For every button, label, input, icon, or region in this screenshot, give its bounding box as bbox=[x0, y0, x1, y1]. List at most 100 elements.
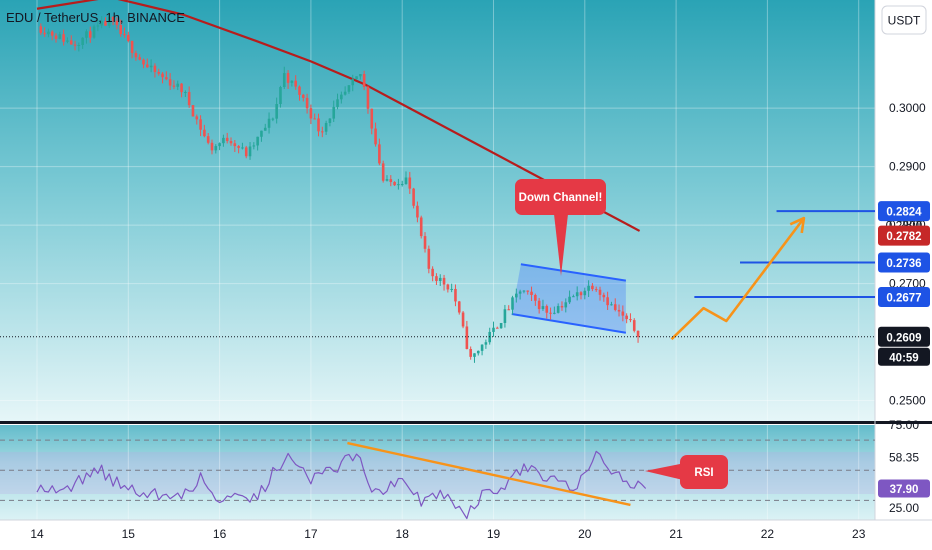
candle-body bbox=[347, 85, 351, 92]
candle-body bbox=[290, 80, 294, 83]
candle-body bbox=[351, 79, 355, 86]
candle-body bbox=[138, 57, 142, 60]
candle-body bbox=[222, 137, 225, 144]
callout-box bbox=[515, 179, 606, 215]
candle-body bbox=[92, 26, 96, 38]
candle-body bbox=[469, 348, 472, 357]
candle-body bbox=[484, 342, 488, 345]
candle-body bbox=[206, 136, 210, 143]
candle-body bbox=[423, 236, 427, 249]
candle-body bbox=[305, 97, 309, 109]
candle-body bbox=[111, 16, 115, 21]
candle-body bbox=[85, 31, 88, 38]
candle-body bbox=[598, 289, 602, 295]
price-tag-label: 0.2782 bbox=[886, 231, 921, 243]
projection-arrow[interactable] bbox=[670, 216, 806, 341]
candle-body bbox=[324, 122, 328, 132]
rsi-pane-background bbox=[0, 425, 875, 520]
candle-body bbox=[518, 291, 522, 294]
candlesticks bbox=[39, 11, 640, 363]
candle-body bbox=[107, 16, 111, 26]
time-tick-label: 20 bbox=[578, 527, 592, 541]
candle-body bbox=[62, 34, 65, 42]
projection-arrowhead bbox=[789, 216, 806, 234]
candle-body bbox=[450, 288, 453, 290]
candle-body bbox=[229, 141, 233, 144]
time-tick-label: 21 bbox=[669, 527, 683, 541]
projection-path[interactable] bbox=[670, 217, 805, 341]
time-axis[interactable]: 14 15 16 17 18 19 20 21 22 23 bbox=[30, 527, 865, 541]
candle-body bbox=[191, 105, 195, 117]
candle-body bbox=[328, 118, 332, 123]
rsi-divergence-line[interactable] bbox=[347, 441, 631, 507]
callout-pointer bbox=[554, 214, 568, 276]
candle-body bbox=[104, 21, 107, 26]
candle-body bbox=[225, 137, 229, 142]
currency-label: USDT bbox=[888, 14, 921, 28]
pane-separator[interactable] bbox=[0, 421, 932, 424]
candle-body bbox=[165, 77, 168, 80]
price-tag-label: 0.2677 bbox=[886, 293, 921, 305]
candle-body bbox=[96, 25, 100, 27]
candle-body bbox=[286, 73, 290, 83]
target-levels[interactable] bbox=[694, 210, 875, 299]
candle-body bbox=[507, 309, 511, 311]
candle-body bbox=[282, 73, 286, 88]
candle-body bbox=[499, 322, 503, 329]
down-channel-callout[interactable]: Down Channel! bbox=[515, 179, 606, 276]
countdown-box bbox=[878, 347, 930, 366]
rsi-tick-label: 58.35 bbox=[889, 451, 919, 465]
candle-body bbox=[404, 177, 408, 185]
candle-body bbox=[560, 306, 564, 308]
candle-body bbox=[553, 312, 556, 314]
candle-body bbox=[81, 37, 84, 45]
candle-body bbox=[153, 65, 157, 72]
price-tick-label: 0.2900 bbox=[889, 160, 926, 174]
candle-body bbox=[435, 276, 438, 281]
candle-body bbox=[279, 87, 282, 105]
candle-body bbox=[149, 65, 153, 68]
candle-body bbox=[43, 32, 46, 35]
candle-body bbox=[389, 179, 393, 183]
channel-upper-line[interactable] bbox=[520, 263, 627, 282]
candle-body bbox=[313, 118, 317, 120]
currency-button[interactable]: USDT bbox=[881, 5, 927, 35]
candle-body bbox=[317, 118, 320, 132]
candle-body bbox=[408, 177, 412, 189]
candle-body bbox=[515, 293, 518, 298]
candle-body bbox=[636, 330, 640, 337]
rsi-callout[interactable]: RSI bbox=[645, 455, 728, 489]
candle-body bbox=[621, 311, 625, 316]
countdown-label: 40:59 bbox=[889, 352, 918, 364]
candle-body bbox=[400, 184, 404, 186]
candle-body bbox=[564, 302, 568, 308]
candle-body bbox=[366, 87, 370, 109]
candle-body bbox=[534, 294, 537, 301]
candle-body bbox=[503, 309, 507, 323]
candle-body bbox=[309, 108, 313, 119]
candle-body bbox=[419, 217, 423, 237]
candle-body bbox=[66, 40, 69, 42]
price-tag-box bbox=[878, 287, 930, 308]
candle-body bbox=[100, 21, 103, 26]
time-tick-label: 18 bbox=[396, 527, 410, 541]
candle-body bbox=[50, 31, 54, 36]
candle-body bbox=[214, 146, 218, 151]
candle-body bbox=[301, 94, 305, 98]
time-tick-label: 15 bbox=[122, 527, 136, 541]
candle-body bbox=[427, 248, 431, 269]
candle-body bbox=[454, 288, 457, 302]
candle-body bbox=[625, 315, 628, 320]
rsi-value-box bbox=[878, 479, 930, 498]
candle-body bbox=[613, 304, 617, 310]
symbol-header[interactable]: EDU / TetherUS, 1h, BINANCE bbox=[6, 10, 185, 25]
candle-body bbox=[187, 92, 191, 106]
candle-body bbox=[134, 52, 138, 58]
candle-body bbox=[556, 306, 560, 313]
price-tag-label: 0.2736 bbox=[886, 258, 921, 270]
candle-body bbox=[267, 118, 271, 128]
channel-lower-line[interactable] bbox=[511, 313, 627, 334]
candle-body bbox=[496, 327, 499, 329]
